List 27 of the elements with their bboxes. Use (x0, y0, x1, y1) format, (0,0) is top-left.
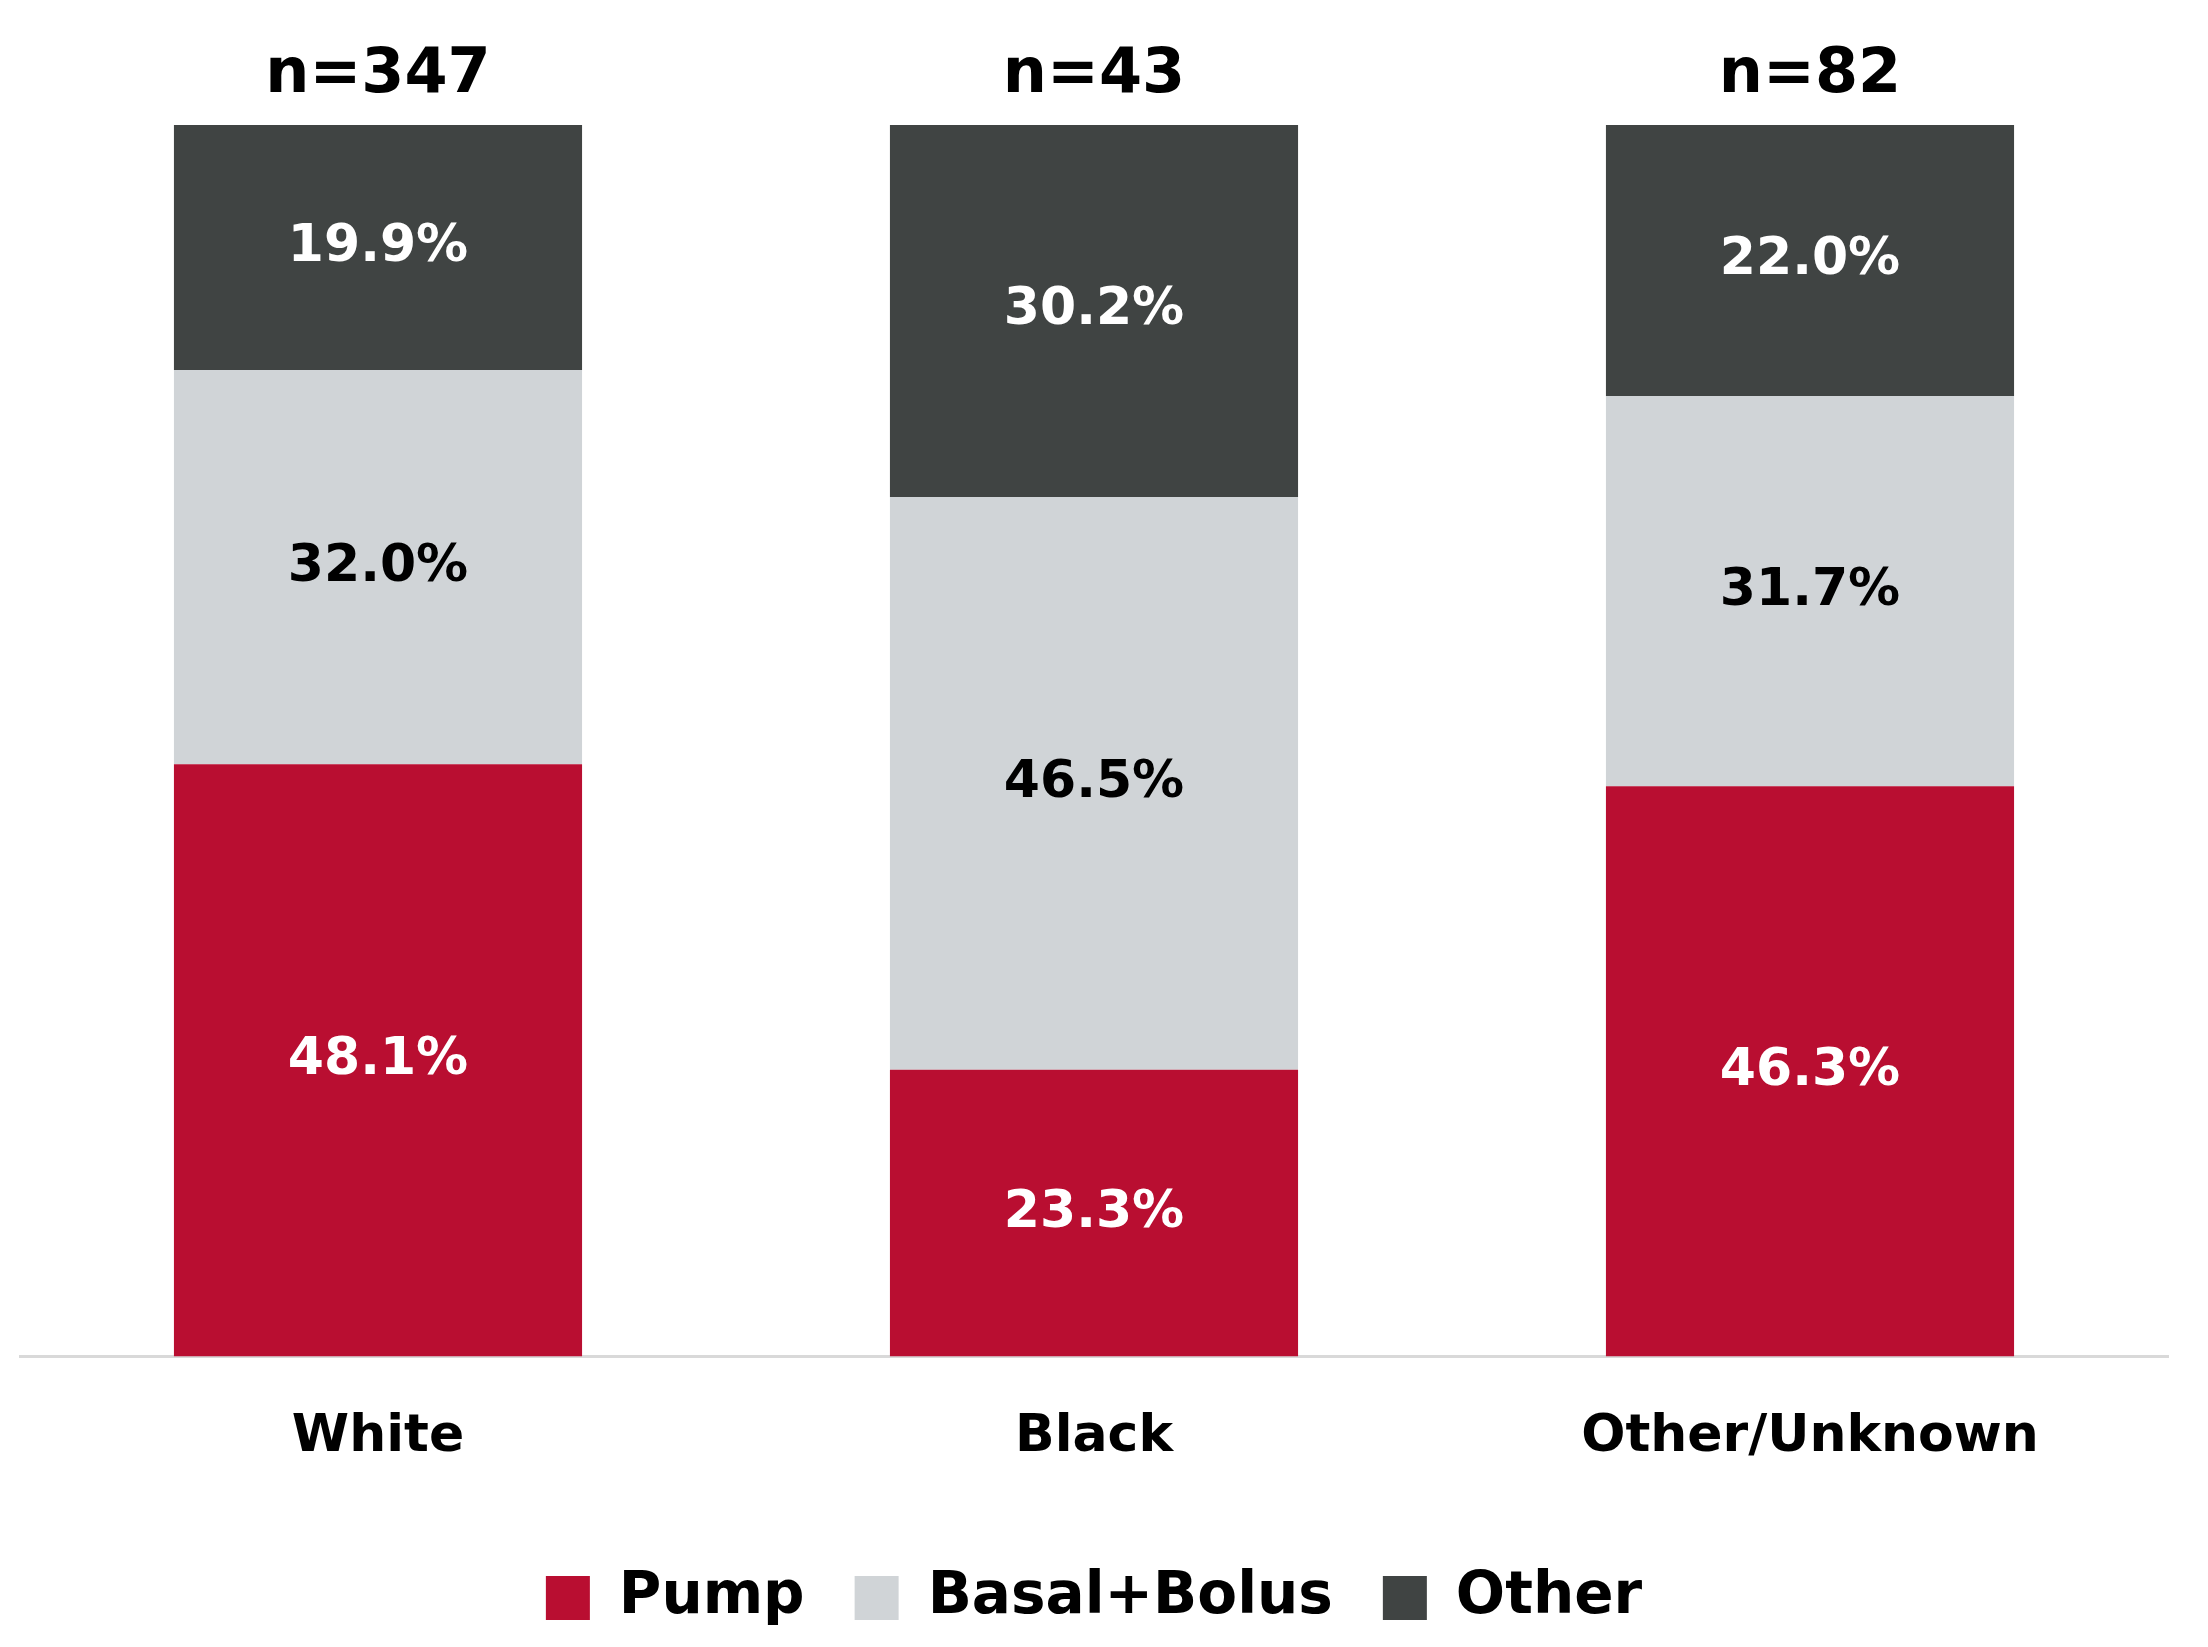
bar (173, 764, 583, 1357)
bar (173, 370, 583, 765)
x-tick-label: Other/Unknown (1581, 1403, 2039, 1464)
data-label: 22.0% (1719, 225, 1901, 286)
bar (889, 125, 1299, 497)
bar (1605, 786, 2015, 1357)
data-label: 23.3% (1003, 1178, 1185, 1239)
bar (1605, 395, 2015, 787)
text: n=82 (1718, 34, 1902, 108)
bar (889, 1069, 1299, 1357)
legend-label: Pump (618, 1559, 805, 1628)
bar (889, 496, 1299, 1070)
data-label: 46.5% (1003, 748, 1185, 809)
data-label: 32.0% (287, 532, 469, 593)
legend-label: Other (1455, 1559, 1643, 1628)
bar (1605, 125, 2015, 396)
x-tick-label: Black (1015, 1403, 1175, 1464)
data-label: 48.1% (287, 1025, 469, 1086)
x-tick-label: White (291, 1403, 465, 1464)
data-label: 19.9% (287, 213, 469, 274)
bar (173, 125, 583, 371)
legend-label: Basal+Bolus (927, 1559, 1333, 1628)
text: n=347 (265, 34, 491, 108)
data-label: 46.3% (1719, 1037, 1901, 1097)
text: n=43 (1002, 34, 1186, 108)
data-label: 30.2% (1003, 276, 1185, 337)
data-label: 31.7% (1719, 556, 1901, 617)
